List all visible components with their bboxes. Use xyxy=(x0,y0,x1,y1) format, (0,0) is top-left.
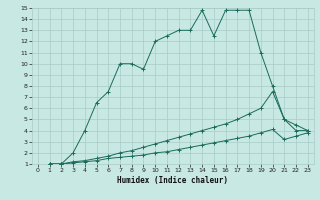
X-axis label: Humidex (Indice chaleur): Humidex (Indice chaleur) xyxy=(117,176,228,185)
